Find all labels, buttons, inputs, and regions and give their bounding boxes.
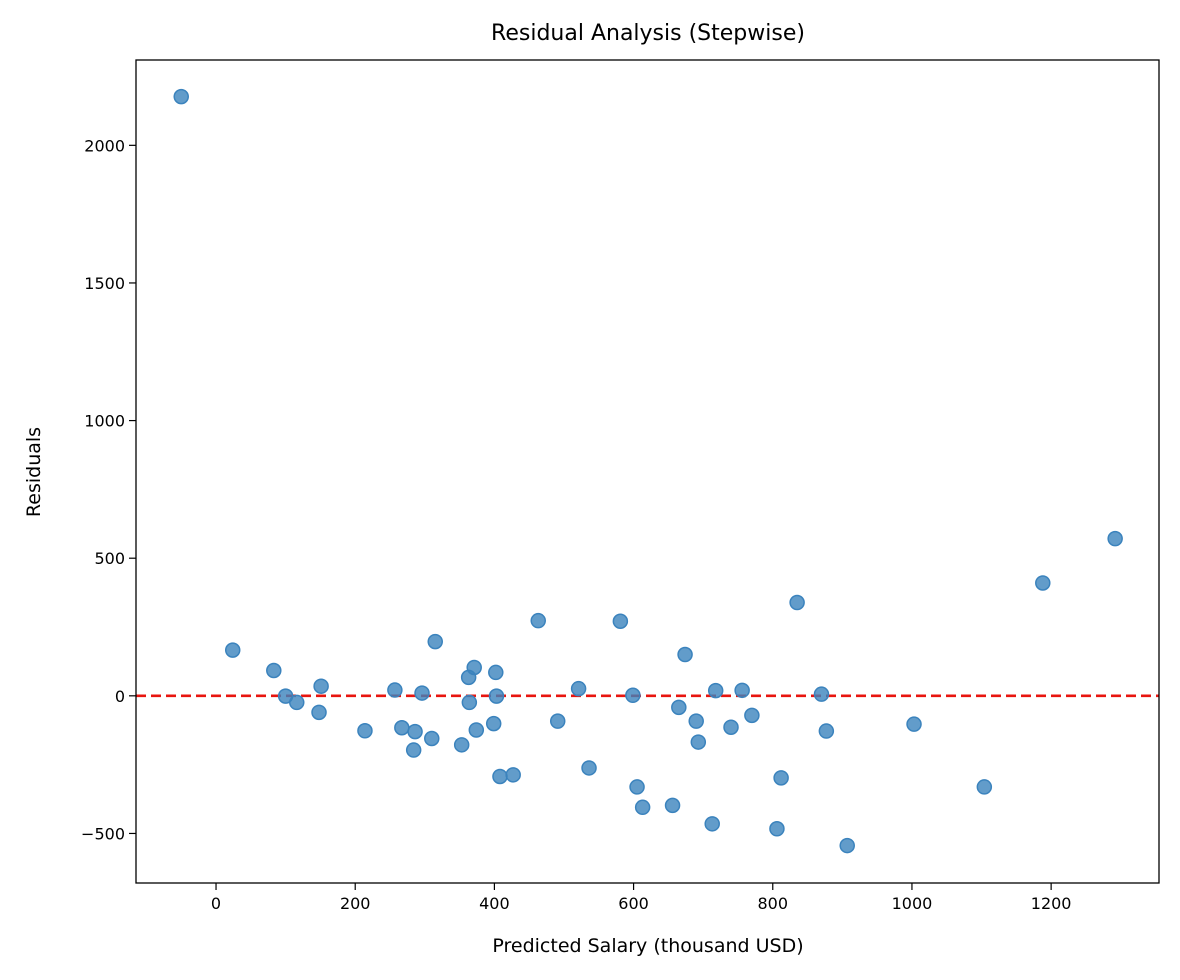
data-point [688, 713, 704, 729]
data-point [570, 680, 587, 697]
data-point [773, 770, 789, 786]
data-point [707, 682, 724, 699]
data-point [453, 737, 470, 753]
x-tick-label: 400 [479, 894, 510, 913]
data-point [492, 768, 508, 785]
data-point [530, 612, 546, 629]
data-point [505, 767, 521, 783]
data-point [789, 594, 805, 611]
data-point [468, 722, 485, 738]
data-point [704, 816, 720, 832]
data-point [414, 685, 430, 701]
data-point [289, 694, 305, 711]
data-point [677, 646, 693, 663]
data-point [173, 88, 189, 105]
data-point [906, 716, 922, 732]
data-point [976, 779, 993, 795]
x-tick-label: 0 [211, 894, 221, 913]
data-point [549, 713, 566, 729]
y-tick-label: 1000 [84, 412, 125, 431]
data-point [629, 779, 645, 795]
chart-title: Residual Analysis (Stepwise) [491, 21, 805, 46]
data-point [485, 715, 502, 732]
data-point [734, 682, 750, 699]
data-point [1035, 575, 1051, 591]
x-tick-label: 600 [618, 894, 649, 913]
data-point [405, 742, 422, 758]
data-point [839, 837, 855, 854]
data-point [769, 821, 785, 837]
y-axis-ticks: −500 0 500 1000 1500 2000 [81, 136, 136, 843]
data-point [427, 633, 443, 650]
plot-area-frame [135, 59, 1160, 884]
y-tick-label: 500 [94, 549, 125, 568]
x-tick-label: 1000 [892, 894, 933, 913]
data-point [671, 699, 687, 716]
data-point [424, 730, 440, 747]
data-point [1107, 530, 1123, 547]
data-point [357, 723, 373, 739]
data-point [224, 642, 241, 658]
data-point [387, 682, 403, 698]
data-point [311, 704, 327, 721]
y-axis-label: Residuals [23, 427, 45, 517]
data-point [461, 694, 478, 711]
data-point [690, 734, 707, 750]
data-point [313, 678, 329, 694]
data-point [634, 799, 651, 816]
y-tick-label: 2000 [84, 136, 125, 155]
data-point [488, 688, 505, 704]
data-point [266, 662, 282, 679]
x-axis-label: Predicted Salary (thousand USD) [492, 935, 803, 957]
y-tick-label: 1500 [84, 274, 125, 293]
y-tick-label: −500 [81, 824, 125, 843]
data-point [394, 720, 410, 736]
data-point [407, 723, 423, 740]
data-point [466, 659, 482, 676]
x-tick-label: 800 [757, 894, 788, 913]
data-point [581, 760, 597, 776]
data-point [723, 719, 739, 735]
x-tick-label: 1200 [1031, 894, 1072, 913]
data-point [818, 723, 835, 739]
data-point [488, 664, 504, 681]
x-axis-ticks: 0 200 400 600 800 1000 1200 [211, 883, 1072, 913]
data-point [813, 686, 830, 702]
x-tick-label: 200 [340, 894, 371, 913]
residual-points [173, 88, 1123, 854]
data-point [664, 797, 681, 814]
data-point [612, 613, 629, 629]
data-point [625, 687, 641, 704]
data-point [744, 707, 760, 724]
y-tick-label: 0 [115, 687, 125, 706]
